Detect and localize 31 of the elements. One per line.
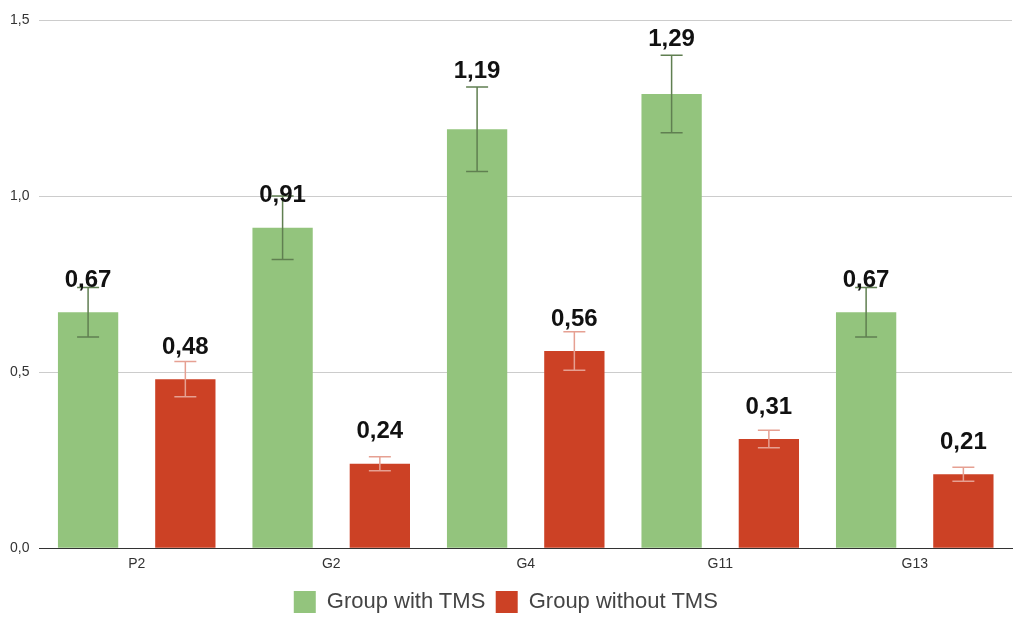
bar bbox=[252, 227, 313, 548]
bar bbox=[933, 474, 994, 548]
bar bbox=[544, 351, 605, 548]
data-label: 0,21 bbox=[940, 426, 987, 454]
x-tick-label: G2 bbox=[321, 555, 341, 572]
bar bbox=[155, 379, 216, 548]
bar bbox=[641, 93, 702, 548]
data-label: 0,48 bbox=[161, 331, 209, 359]
y-tick-label: 0,5 bbox=[9, 362, 30, 379]
data-label: 0,56 bbox=[551, 303, 598, 331]
x-tick-label: G13 bbox=[901, 555, 929, 572]
data-label: 1,19 bbox=[453, 55, 501, 83]
data-label: 0,24 bbox=[356, 416, 404, 444]
bar bbox=[57, 312, 119, 548]
bar bbox=[446, 129, 508, 548]
y-tick-label: 0,0 bbox=[9, 539, 30, 556]
legend-label: Group without TMS bbox=[528, 588, 718, 614]
data-label: 0,67 bbox=[64, 264, 112, 292]
bar bbox=[738, 439, 800, 548]
data-label: 0,31 bbox=[745, 391, 793, 419]
data-label: 1,29 bbox=[648, 23, 695, 51]
y-tick-label: 1,0 bbox=[9, 186, 30, 203]
legend-label: Group with TMS bbox=[326, 588, 486, 614]
data-label: 0,91 bbox=[259, 180, 306, 208]
bar bbox=[349, 463, 410, 548]
data-label: 0,67 bbox=[842, 264, 890, 292]
x-tick-label: P2 bbox=[128, 555, 146, 572]
x-tick-label: G11 bbox=[707, 555, 734, 572]
y-tick-label: 1,5 bbox=[9, 10, 30, 27]
x-tick-label: G4 bbox=[516, 555, 536, 572]
bar bbox=[835, 312, 897, 548]
